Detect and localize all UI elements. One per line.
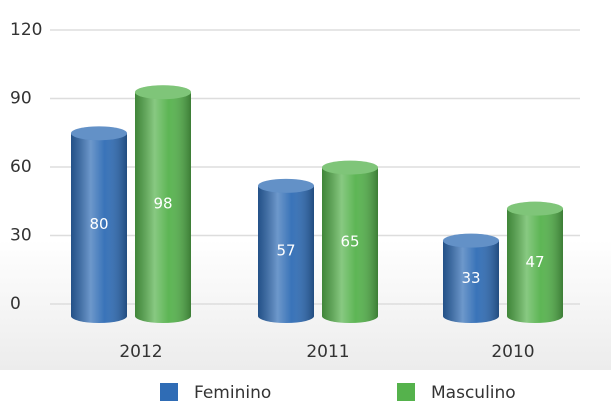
value-label: 65	[340, 232, 359, 250]
bar-top-shade	[443, 233, 499, 248]
value-label: 57	[276, 241, 295, 259]
bar-shade	[135, 92, 191, 323]
bar	[71, 126, 127, 323]
bar	[322, 160, 378, 323]
x-tick-label: 2011	[306, 342, 349, 362]
legend-swatch	[160, 383, 178, 401]
bar-top-shade	[322, 160, 378, 175]
legend-swatch	[397, 383, 415, 401]
value-label: 33	[461, 269, 480, 287]
y-tick-label: 0	[10, 294, 21, 314]
bar	[507, 201, 563, 323]
y-tick-label: 90	[10, 89, 32, 109]
bar-shade	[322, 167, 378, 323]
legend-label: Feminino	[194, 383, 271, 403]
y-tick-label: 30	[10, 226, 32, 246]
legend-label: Masculino	[431, 383, 516, 403]
bar-shade	[258, 185, 314, 323]
bar-top	[443, 233, 499, 248]
bar-top-shade	[135, 85, 191, 100]
bar-top-shade	[507, 201, 563, 216]
y-tick-label: 60	[10, 157, 32, 177]
bar	[258, 178, 314, 323]
bar-top-shade	[258, 178, 314, 193]
value-label: 80	[89, 215, 108, 233]
x-tick-label: 2012	[119, 342, 162, 362]
value-label: 98	[153, 195, 172, 213]
bar-shade	[71, 133, 127, 323]
bar	[135, 85, 191, 323]
bar-top	[258, 178, 314, 193]
bar-top-shade	[71, 126, 127, 141]
bar-shade	[507, 208, 563, 323]
bar-shade	[443, 240, 499, 323]
y-tick-label: 120	[10, 20, 42, 40]
bar-top	[322, 160, 378, 175]
x-tick-label: 2010	[491, 342, 534, 362]
value-label: 47	[525, 253, 544, 271]
bar-top	[507, 201, 563, 216]
bar-top	[135, 85, 191, 100]
bar-top	[71, 126, 127, 141]
bar	[443, 233, 499, 323]
